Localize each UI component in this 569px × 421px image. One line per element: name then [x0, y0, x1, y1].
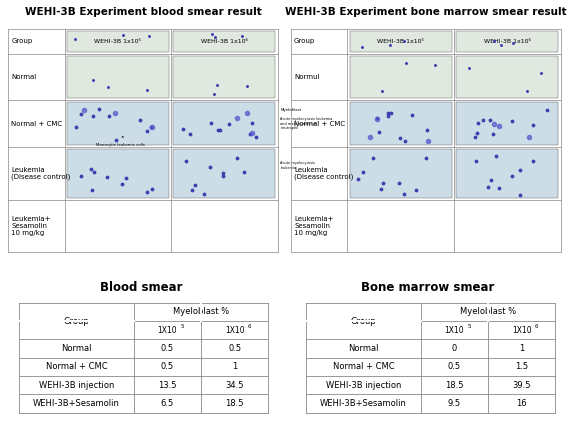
- Text: 1X10: 1X10: [512, 326, 531, 335]
- Text: 18.5: 18.5: [225, 399, 244, 408]
- Text: Normal + CMC: Normal + CMC: [46, 362, 108, 371]
- Text: Myeloblast %: Myeloblast %: [460, 307, 516, 317]
- Bar: [174, 102, 275, 145]
- Text: 1X10: 1X10: [444, 326, 464, 335]
- Bar: [174, 56, 275, 99]
- Text: 6: 6: [535, 324, 538, 329]
- Text: Group: Group: [294, 38, 315, 45]
- Text: WEHI-3B Experiment bone marrow smear result: WEHI-3B Experiment bone marrow smear res…: [285, 7, 567, 17]
- Text: 39.5: 39.5: [512, 381, 531, 390]
- Bar: [456, 31, 558, 52]
- Bar: [67, 102, 169, 145]
- Text: Group: Group: [11, 38, 32, 45]
- Text: 13.5: 13.5: [158, 381, 176, 390]
- Text: Acute myelocytosis leukemia
and more number of
neutrophil: Acute myelocytosis leukemia and more num…: [281, 117, 333, 131]
- Bar: [349, 149, 452, 197]
- Bar: [349, 56, 452, 99]
- Text: Leukemia+
Sesamolin
10 mg/kg: Leukemia+ Sesamolin 10 mg/kg: [294, 216, 333, 236]
- Text: 18.5: 18.5: [445, 381, 464, 390]
- Text: WEHI-3B+Sesamolin: WEHI-3B+Sesamolin: [33, 399, 120, 408]
- Text: Acute myelocytosis
leukemia: Acute myelocytosis leukemia: [281, 161, 315, 170]
- Bar: [349, 102, 452, 145]
- Text: WEHI-3B injection: WEHI-3B injection: [39, 381, 114, 390]
- Text: Normal: Normal: [61, 344, 92, 353]
- Text: Blood smear: Blood smear: [100, 280, 182, 293]
- Text: 1X10: 1X10: [158, 326, 177, 335]
- Text: 1.5: 1.5: [515, 362, 528, 371]
- Text: 1: 1: [232, 362, 237, 371]
- Bar: [67, 31, 169, 52]
- Bar: [456, 149, 558, 197]
- Text: 9.5: 9.5: [448, 399, 461, 408]
- Text: 16: 16: [516, 399, 527, 408]
- Text: Normal: Normal: [11, 74, 36, 80]
- Text: 6: 6: [248, 324, 251, 329]
- Text: 5: 5: [468, 324, 471, 329]
- Text: Normal: Normal: [348, 344, 379, 353]
- Text: Group: Group: [64, 317, 89, 325]
- Text: Leukemia
(Disease control): Leukemia (Disease control): [294, 167, 353, 180]
- Text: WEHI-3B 1x10⁶: WEHI-3B 1x10⁶: [484, 39, 531, 44]
- Text: WEHI-3B injection: WEHI-3B injection: [325, 381, 401, 390]
- Text: Monocytic leukemic cells: Monocytic leukemic cells: [96, 136, 145, 147]
- Text: Normul: Normul: [294, 74, 320, 80]
- Text: 0: 0: [452, 344, 457, 353]
- Text: WEHI-3B 1x10⁵: WEHI-3B 1x10⁵: [94, 39, 141, 44]
- Text: 0.5: 0.5: [161, 344, 174, 353]
- Text: WEHI-3B+Sesamolin: WEHI-3B+Sesamolin: [320, 399, 407, 408]
- Text: Group: Group: [351, 317, 376, 325]
- Text: Normal + CMC: Normal + CMC: [294, 121, 345, 127]
- Bar: [456, 102, 558, 145]
- Text: WEHI-3B Experiment blood smear result: WEHI-3B Experiment blood smear result: [24, 7, 261, 17]
- Bar: [67, 149, 169, 197]
- Text: Bone marrow smear: Bone marrow smear: [361, 280, 494, 293]
- Text: 6.5: 6.5: [161, 399, 174, 408]
- Text: 0.5: 0.5: [161, 362, 174, 371]
- Text: Myeloblast: Myeloblast: [281, 108, 302, 112]
- Text: 1X10: 1X10: [225, 326, 245, 335]
- Bar: [456, 56, 558, 99]
- Text: WEHI-3B 1x10⁵: WEHI-3B 1x10⁵: [377, 39, 424, 44]
- Text: Leukemia
(Disease control): Leukemia (Disease control): [11, 167, 71, 180]
- Text: 5: 5: [180, 324, 184, 329]
- Text: 34.5: 34.5: [225, 381, 244, 390]
- Bar: [174, 149, 275, 197]
- Bar: [174, 31, 275, 52]
- Text: 0.5: 0.5: [228, 344, 241, 353]
- Text: Normal + CMC: Normal + CMC: [11, 121, 63, 127]
- Text: Normal + CMC: Normal + CMC: [333, 362, 394, 371]
- Text: 1: 1: [519, 344, 524, 353]
- Bar: [67, 56, 169, 99]
- Bar: [349, 31, 452, 52]
- Text: Myeloblast %: Myeloblast %: [173, 307, 229, 317]
- Text: WEHI-3B 1x10⁶: WEHI-3B 1x10⁶: [201, 39, 248, 44]
- Text: 0.5: 0.5: [448, 362, 461, 371]
- Text: Leukemia+
Sesamolin
10 mg/kg: Leukemia+ Sesamolin 10 mg/kg: [11, 216, 51, 236]
